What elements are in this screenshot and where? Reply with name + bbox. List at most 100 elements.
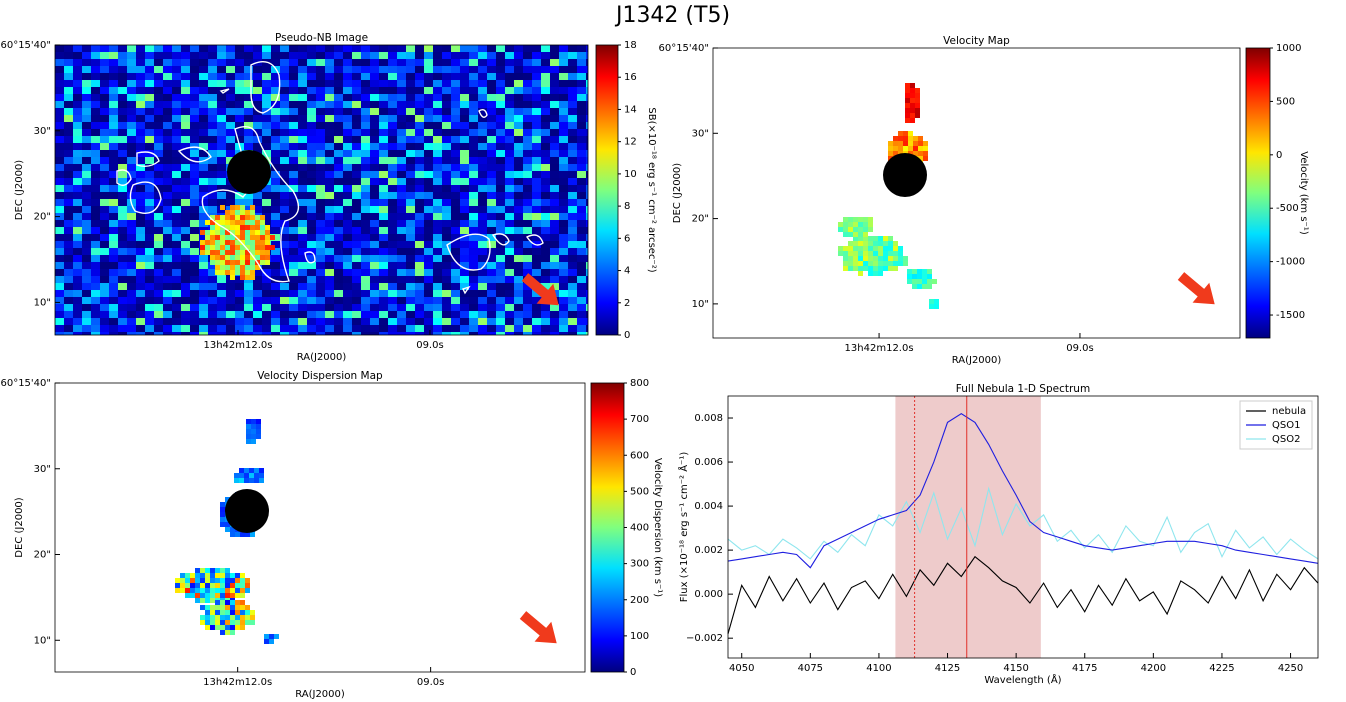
pixel [181, 59, 190, 66]
panel-title: Full Nebula 1-D Spectrum [956, 383, 1090, 395]
pixel [397, 122, 406, 129]
pixel [415, 297, 424, 304]
pixel [343, 59, 352, 66]
pixel [343, 248, 352, 255]
pixel [127, 262, 136, 269]
pixel [280, 199, 289, 206]
pixel [352, 115, 361, 122]
pixel [64, 150, 73, 157]
pixel [109, 297, 118, 304]
pixel [271, 192, 280, 199]
pixel [220, 625, 225, 630]
pixel [451, 66, 460, 73]
pixel [145, 185, 154, 192]
pixel [379, 290, 388, 297]
pixel [109, 290, 118, 297]
pixel [172, 262, 181, 269]
pixel [199, 171, 208, 178]
pixel [361, 52, 370, 59]
pixel [559, 325, 568, 332]
pixel [352, 101, 361, 108]
pixel [118, 332, 127, 335]
pixel [559, 199, 568, 206]
pixel [433, 206, 442, 213]
pixel [514, 227, 523, 234]
pixel [154, 241, 163, 248]
pixel [73, 234, 82, 241]
pixel [388, 199, 397, 206]
pixel [91, 122, 100, 129]
pixel [451, 199, 460, 206]
pixel [55, 143, 64, 150]
pixel [352, 276, 361, 283]
pixel [415, 290, 424, 297]
pixel [352, 157, 361, 164]
pixel [334, 150, 343, 157]
pixel [910, 98, 915, 103]
pixel [190, 52, 199, 59]
pixel [235, 210, 240, 215]
pixel [361, 318, 370, 325]
pixel [217, 276, 226, 283]
pixel [210, 235, 215, 240]
pixel [388, 94, 397, 101]
pixel [532, 66, 541, 73]
pixel [343, 269, 352, 276]
pixel [415, 234, 424, 241]
pixel [868, 227, 873, 232]
pixel [451, 276, 460, 283]
pixel [496, 87, 505, 94]
pixel [334, 297, 343, 304]
pixel [145, 304, 154, 311]
pixel [181, 178, 190, 185]
pixel [843, 251, 848, 256]
pixel [235, 230, 240, 235]
pixel [568, 143, 577, 150]
pixel [163, 87, 172, 94]
pixel [55, 241, 64, 248]
pixel [478, 73, 487, 80]
pixel [487, 248, 496, 255]
pixel [469, 283, 478, 290]
pixel [496, 248, 505, 255]
pixel [415, 185, 424, 192]
pixel [64, 129, 73, 136]
pixel [145, 227, 154, 234]
pixel [843, 217, 848, 222]
pixel [397, 164, 406, 171]
pixel [442, 206, 451, 213]
pixel [100, 66, 109, 73]
pixel [853, 217, 858, 222]
pixel [190, 136, 199, 143]
pixel [487, 206, 496, 213]
pixel [235, 610, 240, 615]
pixel [406, 129, 415, 136]
pixel [100, 199, 109, 206]
pixel [199, 199, 208, 206]
pixel [215, 250, 220, 255]
pixel [559, 66, 568, 73]
pixel [388, 206, 397, 213]
pixel [289, 59, 298, 66]
pixel [858, 256, 863, 261]
pixel [397, 192, 406, 199]
pixel [853, 256, 858, 261]
pixel [154, 255, 163, 262]
pixel [235, 87, 244, 94]
pixel [559, 108, 568, 115]
pixel [226, 73, 235, 80]
pixel [559, 311, 568, 318]
pixel [424, 122, 433, 129]
pixel [118, 290, 127, 297]
pixel [523, 318, 532, 325]
pixel [388, 73, 397, 80]
pixel [230, 225, 235, 230]
pixel [433, 213, 442, 220]
pixel [397, 276, 406, 283]
pixel [370, 45, 379, 52]
pixel [478, 220, 487, 227]
pixel [888, 141, 893, 146]
pixel [370, 318, 379, 325]
pixel [55, 87, 64, 94]
pixel [929, 304, 934, 309]
